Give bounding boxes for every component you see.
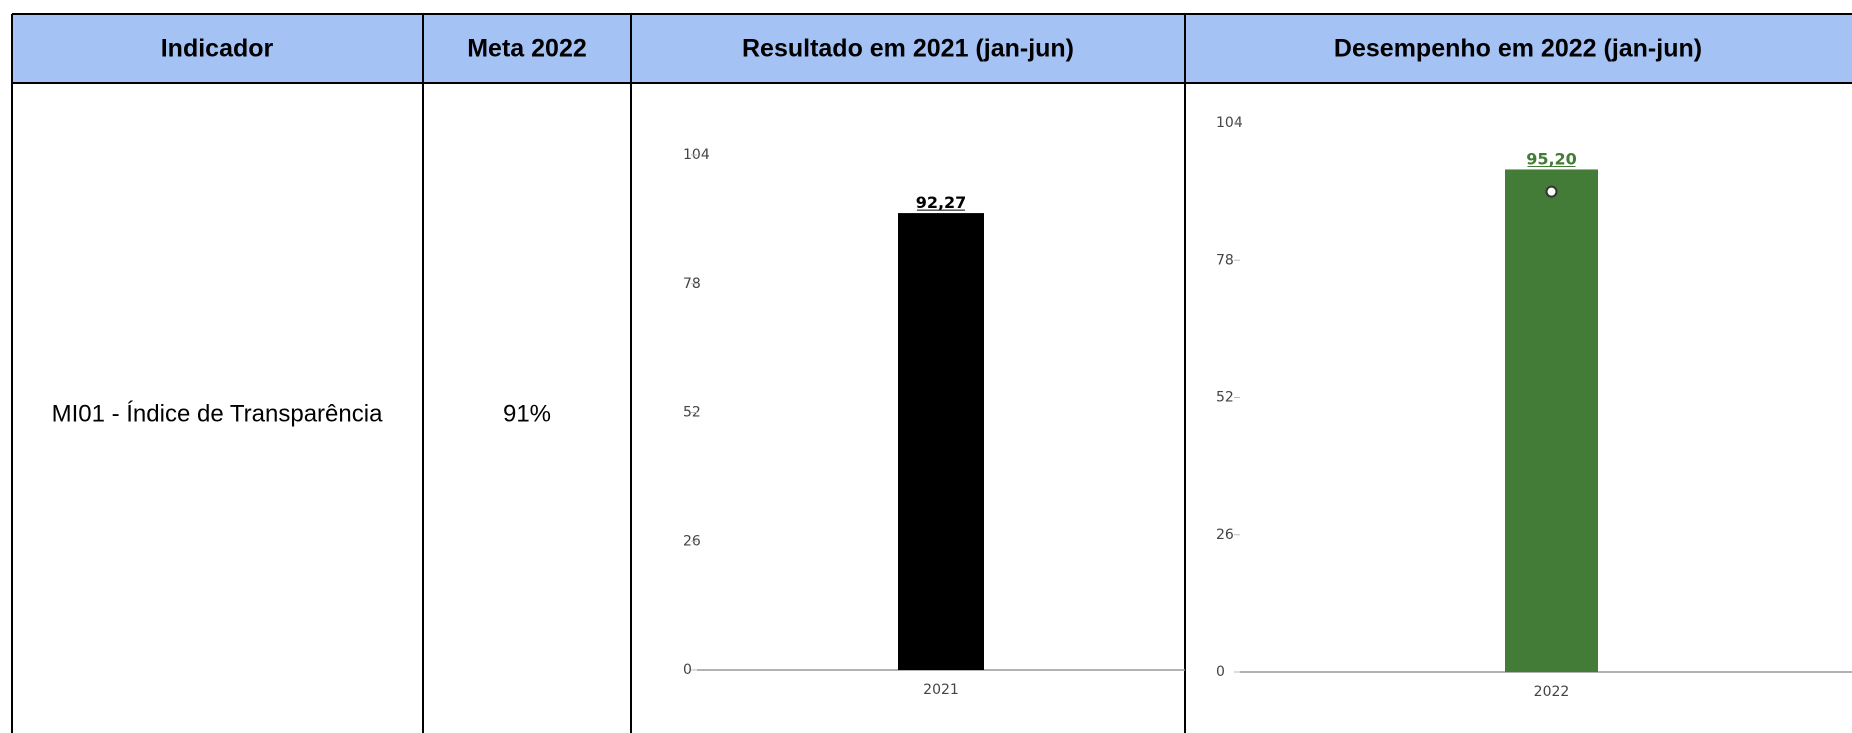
table-borders <box>11 13 1852 733</box>
x-tick-label: 2022 <box>1534 684 1570 700</box>
y-tick-label: 26 <box>1216 527 1234 543</box>
x-tick-label: 2021 <box>923 682 959 698</box>
indicator-cell: MI01 - Índice de Transparência <box>52 400 383 427</box>
target-cell: 91% <box>503 400 551 427</box>
bar <box>898 213 984 670</box>
bar <box>1505 169 1598 672</box>
header-cell: Desempenho em 2022 (jan-jun) <box>1334 35 1702 63</box>
y-tick-label: 104 <box>1216 115 1243 131</box>
header-background <box>12 14 1852 83</box>
header-cell: Resultado em 2021 (jan-jun) <box>742 35 1074 63</box>
header-cell: Indicador <box>161 35 274 63</box>
y-tick-label: 52 <box>1216 390 1234 406</box>
value-label: 95,20 <box>1526 149 1577 168</box>
value-label: 92,27 <box>916 193 967 212</box>
y-tick-label: 0 <box>1216 664 1225 680</box>
target-marker <box>1545 185 1558 198</box>
header-cell: Meta 2022 <box>467 35 587 63</box>
y-tick-label: 78 <box>1216 252 1234 268</box>
y-tick-label: 0 <box>683 662 692 678</box>
